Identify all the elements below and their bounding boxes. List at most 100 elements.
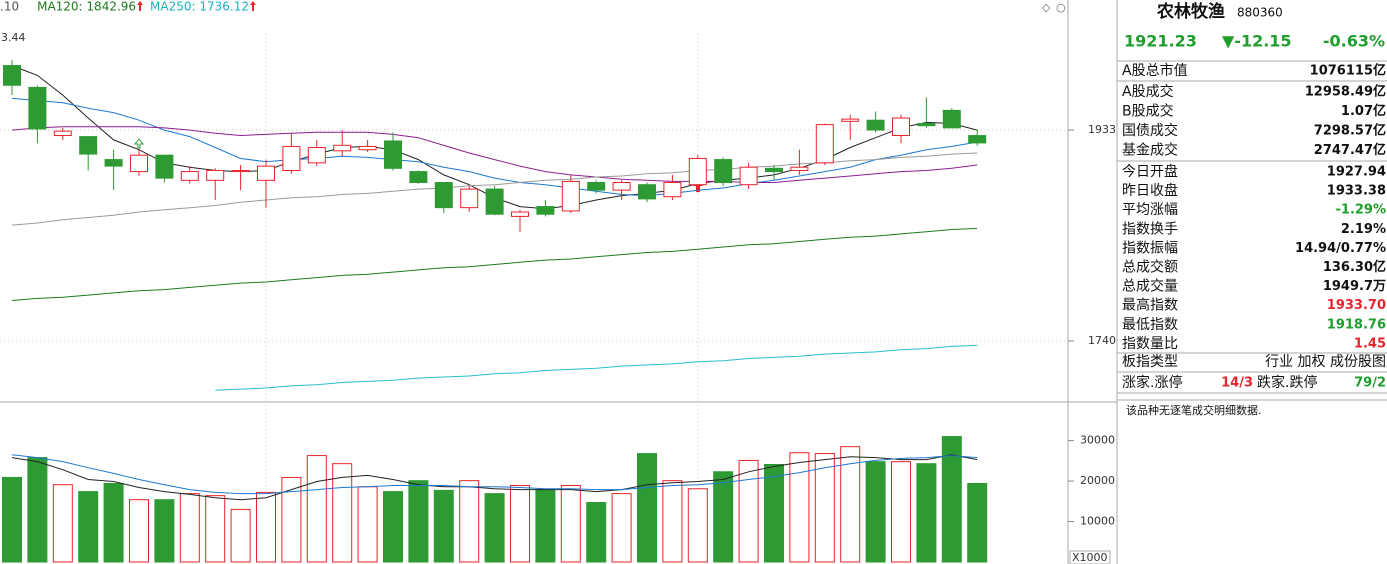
candle-body bbox=[714, 159, 733, 184]
signal-marker bbox=[133, 138, 145, 149]
rise-label: 涨家.涨停 bbox=[1122, 374, 1182, 391]
stat-value: 行业 加权 成份股图 bbox=[1265, 354, 1386, 370]
candle-body bbox=[485, 188, 504, 215]
candle-body bbox=[104, 159, 123, 167]
stat-label: 总成交量 bbox=[1122, 278, 1178, 295]
volume-bar bbox=[408, 480, 429, 563]
volume-bar bbox=[103, 483, 124, 563]
candle-body bbox=[257, 165, 275, 181]
fall-label: 跌家.跌停 bbox=[1257, 374, 1317, 391]
candle-body bbox=[561, 180, 580, 212]
volume-bar bbox=[2, 476, 22, 563]
corner-label: 3.44 bbox=[1, 31, 26, 44]
icon[interactable]: ○ bbox=[1056, 1, 1066, 14]
candle-body bbox=[3, 65, 21, 86]
volume-bar bbox=[865, 461, 886, 563]
plot: 1933 1740 30000 20000 10000 bbox=[0, 60, 1116, 563]
candle-body bbox=[765, 167, 783, 173]
candle-body bbox=[688, 157, 707, 186]
candle-body bbox=[53, 130, 72, 137]
stat-label: 平均涨幅 bbox=[1122, 202, 1178, 218]
stat-label: Β股成交 bbox=[1122, 103, 1174, 120]
stat-value: 1076115亿 bbox=[1310, 63, 1386, 79]
candle-body bbox=[866, 119, 885, 131]
volume-bar bbox=[611, 493, 632, 563]
volume-bar bbox=[637, 453, 657, 563]
stat-label: 指数振幅 bbox=[1122, 240, 1178, 256]
candle-body bbox=[663, 182, 682, 198]
candle-body bbox=[942, 109, 961, 129]
stat-value: 1918.76 bbox=[1327, 317, 1386, 332]
volume-bar bbox=[662, 480, 683, 563]
stat-value: 12958.49亿 bbox=[1305, 84, 1386, 100]
volume-bar bbox=[840, 446, 861, 563]
volume-bar bbox=[814, 453, 835, 563]
unit-box bbox=[1069, 550, 1111, 564]
stat-value: 1927.94 bbox=[1327, 165, 1386, 180]
y-tick-label: 20000 bbox=[1080, 474, 1115, 487]
stat-label: 最高指数 bbox=[1122, 297, 1178, 314]
unit-label: X1000 bbox=[1072, 551, 1108, 564]
candle-body bbox=[180, 171, 199, 181]
volume-bar bbox=[560, 485, 581, 563]
volume-bar bbox=[535, 489, 556, 563]
volume-bar bbox=[916, 463, 937, 563]
candle-body bbox=[587, 182, 606, 191]
candle-body bbox=[790, 166, 809, 171]
stat-value: 14.94/0.77% bbox=[1295, 241, 1386, 256]
volume-bar bbox=[713, 471, 734, 563]
legend-arrow bbox=[250, 1, 256, 11]
ma-line bbox=[11, 227, 978, 301]
icon[interactable]: ◇ bbox=[1042, 1, 1051, 14]
stat-label: 昨日收盘 bbox=[1122, 182, 1178, 199]
y-tick-label: 1933 bbox=[1088, 123, 1116, 136]
volume-bar bbox=[256, 491, 276, 563]
stat-label: 基金成交 bbox=[1122, 142, 1178, 159]
stat-label: 指数量比 bbox=[1122, 336, 1178, 352]
stat-value: 136.30亿 bbox=[1323, 259, 1386, 275]
volume-bar bbox=[738, 459, 759, 563]
stat-value: 1949.7万 bbox=[1323, 279, 1386, 294]
volume-bar bbox=[510, 485, 530, 563]
volume-bar bbox=[306, 455, 327, 563]
volume-bar bbox=[941, 436, 962, 563]
volume-bar bbox=[179, 493, 200, 563]
fall-value: 79/2 bbox=[1354, 376, 1386, 391]
candle-body bbox=[460, 188, 479, 209]
volume-bar bbox=[27, 457, 48, 563]
candle-body bbox=[79, 136, 98, 155]
stat-value: 1933.70 bbox=[1327, 298, 1386, 313]
volume-bar bbox=[967, 483, 988, 563]
stat-label: 今日开盘 bbox=[1122, 163, 1178, 180]
y-tick-label: 10000 bbox=[1080, 515, 1115, 528]
change: ▼-12.15 bbox=[1222, 32, 1292, 51]
stat-value: 2747.47亿 bbox=[1314, 142, 1386, 158]
volume-bar bbox=[52, 484, 73, 563]
legend-entry: MA120: 1842.96 bbox=[37, 0, 136, 14]
candle-body bbox=[333, 144, 352, 152]
volume-bar bbox=[154, 499, 175, 563]
candle-body bbox=[358, 145, 377, 151]
stat-value: -1.29% bbox=[1336, 203, 1387, 218]
candle-body bbox=[409, 171, 428, 184]
rise-value: 14/3 bbox=[1221, 376, 1253, 391]
volume-bar bbox=[764, 463, 784, 563]
volume-bar bbox=[383, 491, 403, 563]
volume-bar bbox=[205, 495, 226, 563]
stat-value: 2.19% bbox=[1341, 222, 1386, 237]
volume-bar bbox=[459, 480, 480, 563]
stat-label: A股总市值 bbox=[1122, 62, 1188, 79]
legend-entry: MA250: 1736.12 bbox=[150, 0, 249, 14]
volume-bar bbox=[129, 499, 149, 563]
security-name: 农林牧渔 bbox=[1156, 1, 1225, 22]
volume-bar bbox=[586, 502, 607, 563]
volume-bar bbox=[281, 476, 302, 563]
candle-body bbox=[307, 147, 326, 164]
stat-label: 最低指数 bbox=[1122, 317, 1178, 333]
stat-label: 指数换手 bbox=[1122, 220, 1178, 237]
stat-label: 总成交额 bbox=[1122, 259, 1178, 276]
volume-bar bbox=[357, 486, 378, 563]
candle-body bbox=[282, 145, 301, 171]
